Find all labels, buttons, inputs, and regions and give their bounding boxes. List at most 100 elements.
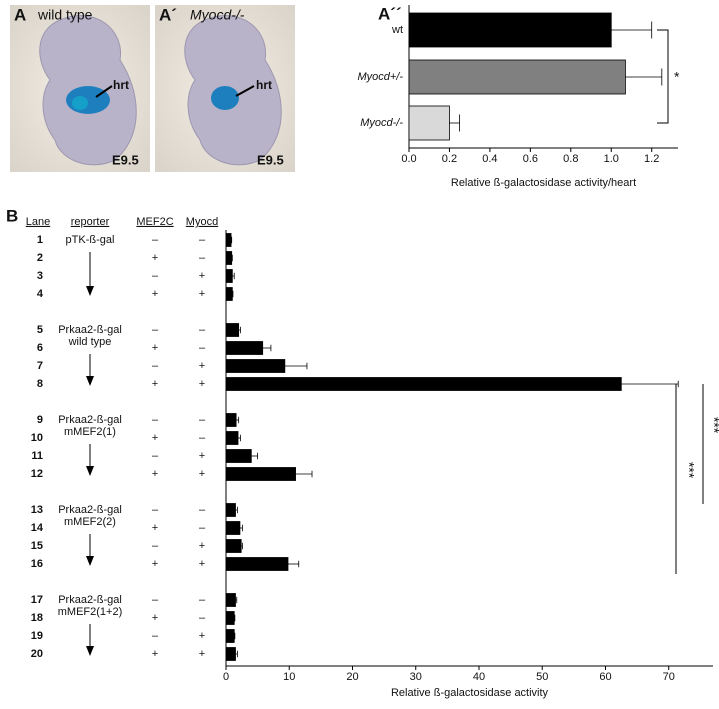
bar	[225, 611, 235, 625]
bar	[225, 557, 289, 571]
x-tick-label: 60	[599, 671, 611, 683]
reporter-label: Prkaa2-ß-gal	[58, 324, 122, 336]
reporter-label: pTK-ß-gal	[66, 234, 115, 246]
myocd-cell: +	[199, 540, 205, 552]
significance: *	[674, 69, 680, 85]
mef2c-cell: +	[152, 378, 158, 390]
myocd-cell: +	[199, 648, 205, 660]
bar	[225, 521, 241, 535]
myocd-cell: –	[199, 252, 206, 264]
mef2c-cell: +	[152, 288, 158, 300]
mef2c-cell: –	[152, 450, 159, 462]
x-tick-label: 30	[410, 671, 422, 683]
myocd-cell: –	[199, 594, 206, 606]
x-tick-label: 40	[473, 671, 485, 683]
arrow-head	[86, 466, 94, 476]
embryo-image	[10, 5, 150, 172]
myocd-cell: –	[199, 234, 206, 246]
column-header: Lane	[26, 216, 50, 228]
mef2c-cell: –	[152, 504, 159, 516]
bar	[408, 12, 612, 48]
column-header: reporter	[71, 216, 110, 228]
lane-number: 11	[31, 450, 43, 462]
x-tick-label: 1.0	[604, 153, 619, 165]
lane-number: 12	[31, 468, 43, 480]
error-bar	[295, 470, 313, 478]
mef2c-cell: +	[152, 432, 158, 444]
x-tick-label: 0.6	[523, 153, 538, 165]
bar	[225, 629, 235, 643]
significance: ***	[681, 462, 697, 479]
x-tick-label: 0.0	[401, 153, 416, 165]
error-bar	[238, 326, 241, 334]
bar	[225, 647, 236, 661]
myocd-cell: –	[199, 342, 206, 354]
error-bar	[262, 344, 272, 352]
arrow-head	[86, 556, 94, 566]
bar	[225, 431, 239, 445]
error-bar	[241, 542, 243, 550]
myocd-cell: –	[199, 414, 206, 426]
myocd-cell: –	[199, 324, 206, 336]
bar	[225, 359, 286, 373]
mef2c-cell: –	[152, 324, 159, 336]
image-label: wild type	[37, 7, 93, 23]
bar	[225, 341, 264, 355]
column-header: MEF2C	[136, 216, 173, 228]
lane-number: 19	[31, 630, 43, 642]
lane-number: 13	[31, 504, 43, 516]
lane-number: 15	[31, 540, 43, 552]
reporter-label: mMEF2(1)	[64, 426, 116, 438]
bar	[225, 377, 622, 391]
bar	[225, 287, 233, 301]
lane-number: 14	[31, 522, 44, 534]
myocd-cell: +	[199, 270, 205, 282]
mef2c-cell: +	[152, 558, 158, 570]
panel-label: B	[6, 206, 18, 225]
myocd-cell: –	[199, 522, 206, 534]
lane-number: 9	[37, 414, 43, 426]
reporter-label: Prkaa2-ß-gal	[58, 414, 122, 426]
error-bar	[231, 254, 233, 262]
bar	[225, 323, 240, 337]
error-bar	[449, 114, 460, 132]
stage-label: E9.5	[112, 152, 139, 167]
lane-number: 1	[37, 234, 43, 246]
x-tick-label: 0.2	[442, 153, 457, 165]
error-bar	[625, 68, 663, 86]
myocd-cell: +	[199, 558, 205, 570]
image-label: Myocd-/-	[190, 7, 245, 23]
mef2c-cell: –	[152, 360, 159, 372]
arrow-head	[86, 646, 94, 656]
lane-number: 2	[37, 252, 43, 264]
y-tick-label: wt	[391, 24, 403, 36]
error-bar	[238, 434, 241, 442]
error-bar	[236, 416, 240, 424]
mef2c-cell: +	[152, 252, 158, 264]
x-tick-label: 0.8	[563, 153, 578, 165]
bar	[225, 251, 233, 265]
myocd-cell: +	[199, 288, 205, 300]
error-bar	[232, 290, 234, 298]
myocd-cell: –	[199, 504, 206, 516]
error-bar	[287, 560, 300, 568]
panel-label: A	[14, 5, 26, 24]
lane-number: 16	[31, 558, 43, 570]
lane-number: 6	[37, 342, 43, 354]
y-tick-label: Myocd+/-	[357, 71, 403, 83]
mef2c-cell: –	[152, 234, 159, 246]
myocd-cell: +	[199, 360, 205, 372]
error-bar	[234, 632, 236, 640]
x-tick-label: 0	[223, 671, 229, 683]
lane-number: 4	[37, 288, 44, 300]
reporter-label: mMEF2(2)	[64, 516, 116, 528]
lane-number: 10	[31, 432, 43, 444]
myocd-cell: –	[199, 612, 206, 624]
embryo-image	[155, 5, 295, 172]
bar	[408, 59, 626, 95]
bar	[225, 539, 242, 553]
reporter-label: Prkaa2-ß-gal	[58, 594, 122, 606]
panel-label: A´	[159, 5, 177, 24]
mef2c-cell: +	[152, 342, 158, 354]
